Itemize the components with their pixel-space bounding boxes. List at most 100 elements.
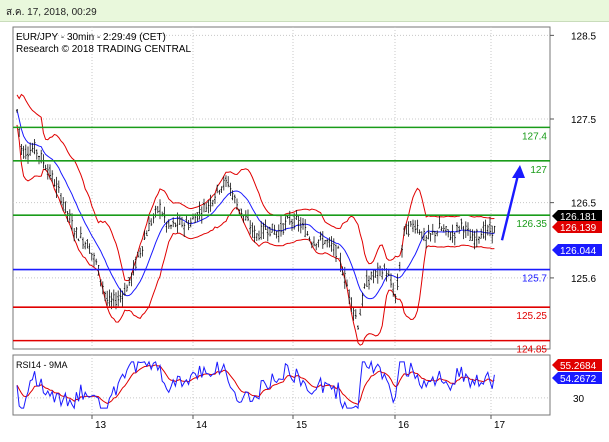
candle <box>55 176 58 198</box>
candle <box>207 199 210 214</box>
candle <box>456 222 458 233</box>
level-label: 124.85 <box>516 345 547 356</box>
candle <box>174 222 177 228</box>
candle <box>145 230 148 237</box>
candle <box>198 201 201 220</box>
support-resistance-levels: 127.4 127 126.35 125.7 125.25 124.85 <box>13 126 550 356</box>
candle <box>214 192 216 204</box>
candle <box>376 262 379 284</box>
x-tick-label: 14 <box>196 420 208 431</box>
eurjpy-chart: 127.4 127 126.35 125.7 125.25 124.85 128.5 127… <box>12 26 602 431</box>
y-tick-label: 128.5 <box>571 31 596 42</box>
timestamp-bar: ส.ค. 17, 2018, 00:29 <box>0 0 609 22</box>
candle <box>121 290 124 307</box>
candle <box>473 230 476 250</box>
candle <box>425 235 428 249</box>
candle <box>363 283 366 289</box>
candle <box>218 189 221 195</box>
candle <box>20 144 23 156</box>
candle <box>220 186 223 194</box>
candle <box>95 258 98 265</box>
candle <box>71 213 73 231</box>
candle <box>51 170 54 183</box>
candle <box>379 265 381 277</box>
candle <box>273 224 276 235</box>
candle <box>88 243 91 254</box>
candle <box>467 222 469 236</box>
level-125-7: 125.7 <box>13 268 550 285</box>
candle <box>18 128 21 138</box>
candle <box>53 179 56 187</box>
candle <box>46 164 49 180</box>
moving-average <box>16 109 495 300</box>
candle <box>460 218 463 230</box>
candle <box>264 219 267 231</box>
candle <box>280 216 282 237</box>
candle <box>143 230 146 240</box>
candle <box>361 292 364 308</box>
x-tick-label: 17 <box>494 420 506 431</box>
candle <box>313 236 315 247</box>
candle <box>308 236 311 242</box>
candle <box>352 307 355 321</box>
level-label: 127.4 <box>522 131 547 142</box>
candle <box>423 227 425 242</box>
price-badge-label: 126.181 <box>560 212 597 223</box>
candle <box>31 142 34 153</box>
candle <box>427 224 430 240</box>
candle <box>326 238 329 248</box>
candle <box>231 190 234 201</box>
candle <box>385 268 388 282</box>
candle <box>284 216 287 231</box>
level-126-35: 126.35 <box>13 214 550 230</box>
candle <box>451 224 454 243</box>
candle <box>196 212 199 222</box>
candle <box>229 182 232 197</box>
candle <box>341 266 344 276</box>
y-tick-label: 127.5 <box>571 115 596 126</box>
x-tick-label: 13 <box>95 420 107 431</box>
candle <box>431 223 434 236</box>
price-badge-label: 126.139 <box>560 223 597 234</box>
candle <box>82 237 84 249</box>
rsi-panel <box>12 354 551 416</box>
bollinger-upper <box>16 93 495 282</box>
candle <box>119 288 122 303</box>
level-127-4: 127.4 <box>13 126 550 142</box>
candle <box>249 220 252 235</box>
rsi-label: RSI14 - 9MA <box>16 360 68 370</box>
candle <box>62 197 65 212</box>
candle <box>321 231 324 249</box>
arrow-shaft <box>500 174 520 241</box>
price-badge-label: 126.044 <box>560 246 597 257</box>
candle <box>354 309 357 319</box>
ma-line <box>16 109 495 300</box>
candle <box>330 236 333 252</box>
candle <box>181 216 183 228</box>
candle <box>165 221 168 233</box>
candle <box>104 291 106 302</box>
candle <box>462 225 465 240</box>
candle <box>401 244 403 258</box>
candle <box>93 252 95 267</box>
candle <box>357 325 359 330</box>
rsi-badge: 55.2684 <box>552 359 602 372</box>
rsi-badge: 54.2672 <box>552 372 602 385</box>
forecast-arrow <box>500 165 525 241</box>
candle <box>277 224 280 243</box>
candle <box>414 220 417 234</box>
candles <box>16 108 496 330</box>
candle <box>328 237 331 248</box>
candle <box>141 246 144 257</box>
candle <box>299 217 302 234</box>
candle <box>390 273 392 288</box>
candle <box>370 271 373 281</box>
candle <box>255 233 258 241</box>
candle <box>44 164 47 171</box>
candle <box>185 215 188 223</box>
candle <box>409 221 412 227</box>
candle <box>266 226 269 242</box>
price-panel <box>12 26 551 350</box>
candle <box>339 252 342 272</box>
